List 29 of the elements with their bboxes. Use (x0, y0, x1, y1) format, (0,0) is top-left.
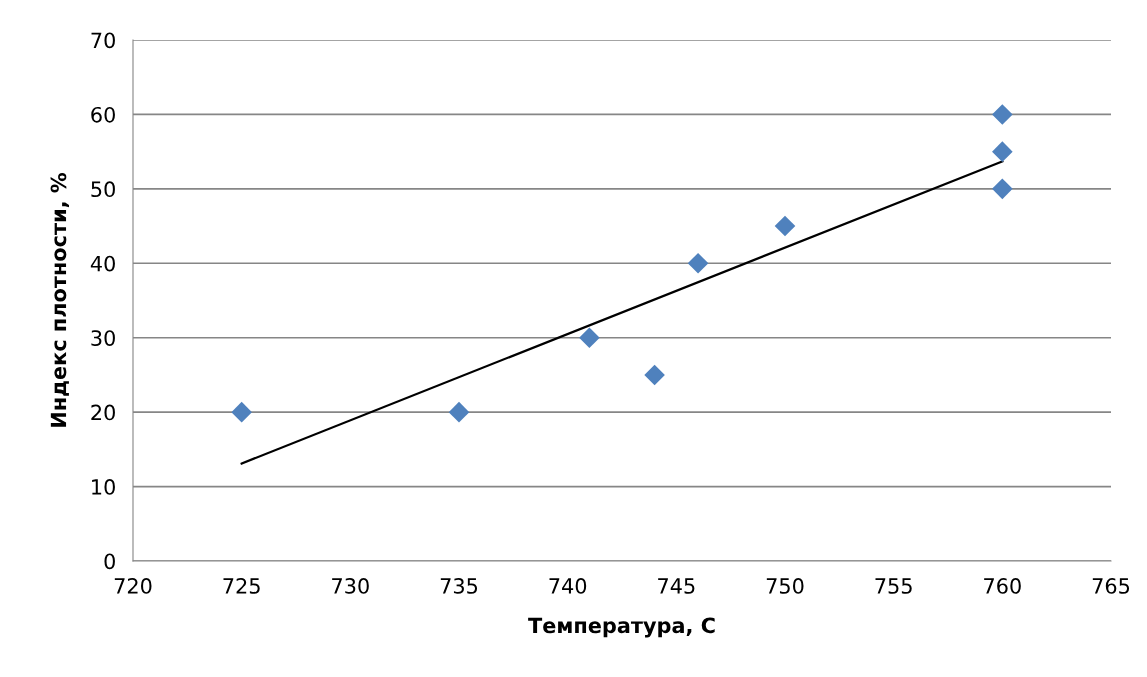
point (992, 141, 1013, 162)
x-tick-label: 745 (658, 578, 695, 594)
y-tick-label: 60 (91, 106, 115, 123)
point (644, 364, 665, 386)
point (579, 327, 600, 349)
point (687, 252, 709, 274)
point (448, 401, 470, 423)
point (992, 104, 1013, 125)
x-tick-label: 750 (766, 578, 804, 594)
x-tick-label: 735 (440, 578, 478, 594)
y-tick-label: 30 (91, 330, 115, 346)
y-tick-label: 40 (90, 255, 115, 272)
x-tick-label: 730 (332, 578, 369, 594)
x-tick-label: 740 (549, 578, 587, 594)
y-axis-title: Индекс плотности, % (50, 173, 69, 427)
x-tick-label: 760 (984, 578, 1021, 594)
y-tick-label: 20 (91, 404, 115, 421)
y-tick-label: 0 (104, 553, 115, 570)
y-tick-label: 70 (91, 32, 115, 49)
x-tick-label: 765 (1092, 578, 1130, 594)
x-tick-label: 755 (875, 578, 912, 594)
point (231, 401, 252, 423)
x-axis-title: Температура, С (528, 617, 715, 638)
point (774, 215, 796, 237)
x-tick-label: 720 (114, 578, 152, 594)
y-tick-label: 10 (92, 479, 115, 495)
y-tick-label: 50 (91, 181, 115, 198)
x-tick-label: 725 (223, 578, 260, 594)
point (992, 178, 1013, 200)
